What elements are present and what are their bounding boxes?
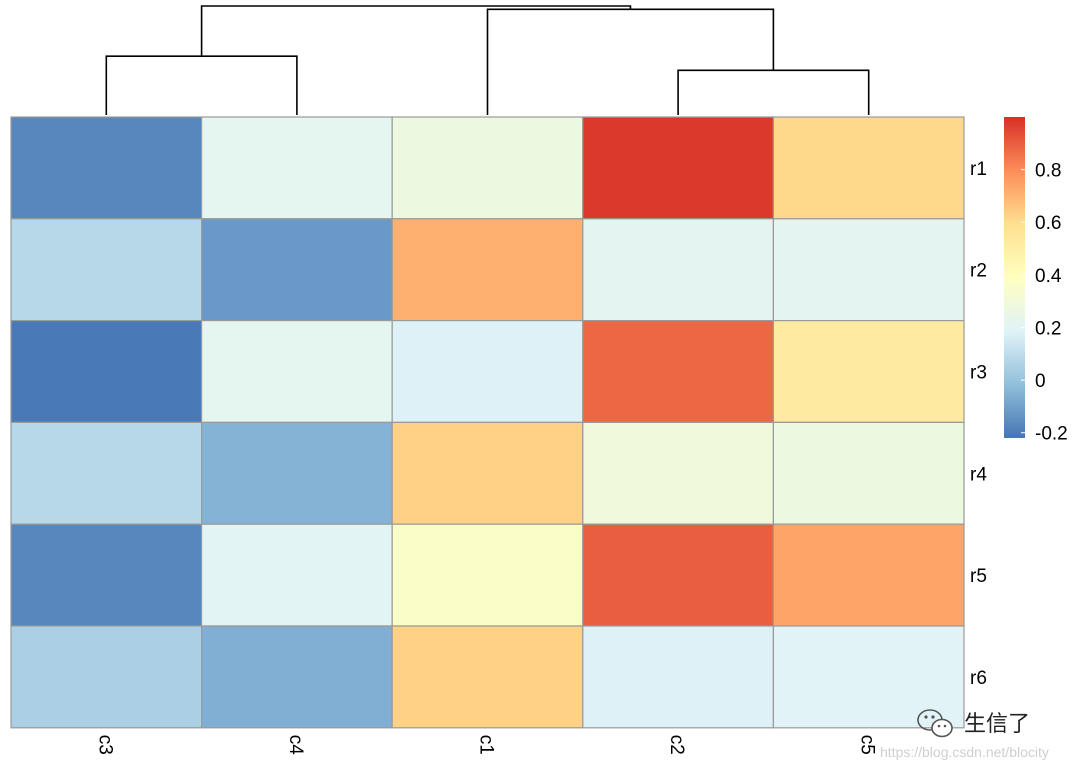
row-label-r2: r2 xyxy=(970,261,987,282)
heatmap-cell-r2-c3 xyxy=(10,218,203,322)
color-legend-tick-label: 0.8 xyxy=(1035,161,1061,182)
column-labels: c3 c4 c1 c2 c5 xyxy=(94,735,877,756)
color-legend: 0.8 0.6 0.4 0.2 0 -0.2 xyxy=(1004,117,1068,445)
column-label-c5: c5 xyxy=(857,735,878,755)
dendrogram-branch-4 xyxy=(200,5,632,57)
heatmap-cell-r5-c3 xyxy=(10,523,203,627)
dendrogram-branch-2 xyxy=(105,55,298,115)
watermark: 生信了 https://blog.csdn.net/blocity xyxy=(880,709,1049,760)
heatmap-cell-r6-c3 xyxy=(10,625,203,729)
heatmap-cell-r4-c1 xyxy=(391,421,584,525)
heatmap-cell-r6-c1 xyxy=(391,625,584,729)
row-labels: r1 r2 r3 r4 r5 r6 xyxy=(970,159,987,689)
heatmap-cell-r5-c4 xyxy=(201,523,393,627)
heatmap-cell-r5-c2 xyxy=(582,523,774,627)
heatmap-cell-r2-c1 xyxy=(391,218,584,322)
heatmap-cell-r4-c3 xyxy=(10,421,203,525)
heatmap-cell-r1-c1 xyxy=(391,116,584,220)
heatmap-cell-r3-c4 xyxy=(201,320,393,424)
column-label-c1: c1 xyxy=(476,735,497,755)
watermark-url: https://blog.csdn.net/blocity xyxy=(880,744,1049,760)
heatmap-cell-r1-c2 xyxy=(582,116,774,220)
dendrogram-branch-3 xyxy=(486,8,775,115)
color-legend-tick-label: -0.2 xyxy=(1035,424,1068,445)
row-label-r3: r3 xyxy=(970,363,987,384)
heatmap-cell-r1-c5 xyxy=(772,116,965,220)
heatmap-cell-r1-c3 xyxy=(10,116,203,220)
row-label-r5: r5 xyxy=(970,566,987,587)
heatmap-cell-r4-c4 xyxy=(201,421,393,525)
column-label-c4: c4 xyxy=(285,735,306,756)
column-label-c3: c3 xyxy=(94,735,115,755)
heatmap-cell-r2-c4 xyxy=(201,218,393,322)
heatmap-cell-r5-c5 xyxy=(772,523,965,627)
heatmap-cell-r3-c5 xyxy=(772,320,965,424)
color-legend-tick-label: 0.2 xyxy=(1035,318,1061,339)
row-label-r1: r1 xyxy=(970,159,987,180)
heatmap-cell-r3-c2 xyxy=(582,320,774,424)
heatmap-cell-r5-c1 xyxy=(391,523,584,627)
column-label-c2: c2 xyxy=(666,735,687,755)
dendrogram-branch-1 xyxy=(677,69,870,115)
color-legend-tick-label: 0.4 xyxy=(1035,266,1062,287)
watermark-text: 生信了 xyxy=(964,712,1030,737)
row-label-r4: r4 xyxy=(970,464,987,485)
color-legend-tick-label: 0 xyxy=(1035,371,1046,392)
color-legend-bar xyxy=(1004,117,1025,438)
heatmap-cell-r4-c2 xyxy=(582,421,774,525)
row-label-r6: r6 xyxy=(970,668,987,689)
heatmap-cell-r1-c4 xyxy=(201,116,393,220)
heatmap-cell-r6-c5 xyxy=(772,625,965,729)
heatmap-cell-r2-c2 xyxy=(582,218,774,322)
heatmap-cell-r6-c2 xyxy=(582,625,774,729)
heatmap-cell-r6-c4 xyxy=(201,625,393,729)
heatmap-cell-r4-c5 xyxy=(772,421,965,525)
color-legend-tick-label: 0.6 xyxy=(1035,213,1061,234)
column-dendrogram xyxy=(105,5,870,115)
heatmap-cells xyxy=(10,116,965,729)
wechat-icon xyxy=(917,709,953,738)
heatmap-cell-r2-c5 xyxy=(772,218,965,322)
heatmap-cell-r3-c3 xyxy=(10,320,203,424)
heatmap-cell-r3-c1 xyxy=(391,320,584,424)
